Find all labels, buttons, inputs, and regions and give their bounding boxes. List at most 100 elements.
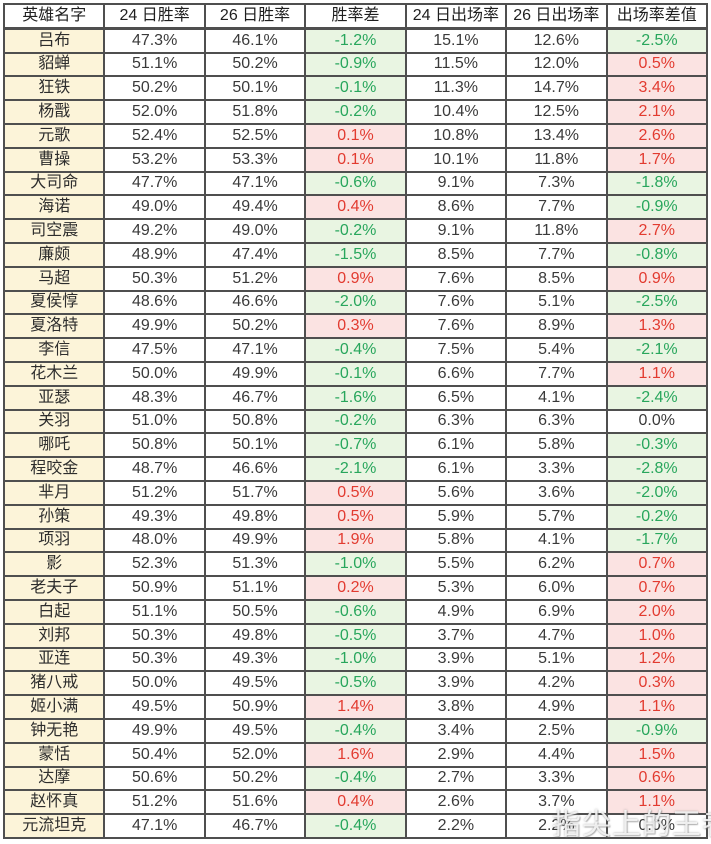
- hero-name-cell: 赵怀真: [2, 789, 106, 816]
- table-row: 司空震 49.2% 49.0% -0.2% 9.1% 11.8% 2.7%: [2, 218, 709, 244]
- winrate-24-cell: 48.9%: [103, 241, 206, 268]
- header-pickrate-diff: 出场率差值: [605, 2, 709, 30]
- winrate-26-cell: 47.1%: [203, 170, 307, 197]
- winrate-24-cell: 47.5%: [103, 337, 206, 363]
- header-winrate-24: 24 日胜率: [103, 2, 206, 30]
- pickrate-26-cell: 7.7%: [505, 241, 608, 268]
- winrate-26-cell: 51.1%: [203, 575, 307, 601]
- pickrate-26-cell: 2.5%: [505, 717, 608, 744]
- pickrate-26-cell: 6.3%: [505, 408, 608, 435]
- hero-name-cell: 程咬金: [2, 456, 106, 482]
- table-row: 影 52.3% 51.3% -1.0% 5.5% 6.2% 0.7%: [2, 551, 709, 578]
- winrate-26-cell: 47.1%: [203, 337, 307, 363]
- winrate-diff-cell: -0.2%: [304, 218, 407, 244]
- pickrate-26-cell: 11.8%: [505, 146, 608, 173]
- pickrate-26-cell: 2.2%: [505, 813, 608, 839]
- winrate-24-cell: 49.2%: [103, 218, 206, 244]
- winrate-diff-cell: -0.2%: [304, 99, 407, 125]
- pickrate-26-cell: 4.9%: [505, 694, 608, 720]
- winrate-24-cell: 53.2%: [103, 146, 206, 173]
- table-row: 姬小满 49.5% 50.9% 1.4% 3.8% 4.9% 1.1%: [2, 694, 709, 720]
- pickrate-diff-cell: 0.9%: [605, 265, 709, 292]
- pickrate-24-cell: 9.1%: [404, 218, 508, 244]
- pickrate-24-cell: 11.5%: [404, 51, 508, 78]
- pickrate-26-cell: 3.3%: [505, 765, 608, 792]
- pickrate-26-cell: 6.0%: [505, 575, 608, 601]
- winrate-26-cell: 52.0%: [203, 741, 307, 768]
- pickrate-24-cell: 6.1%: [404, 456, 508, 482]
- winrate-24-cell: 49.9%: [103, 717, 206, 744]
- winrate-diff-cell: 0.1%: [304, 146, 407, 173]
- winrate-24-cell: 51.0%: [103, 408, 206, 435]
- winrate-24-cell: 52.0%: [103, 99, 206, 125]
- pickrate-24-cell: 8.5%: [404, 241, 508, 268]
- hero-name-cell: 大司命: [2, 170, 106, 197]
- winrate-24-cell: 48.7%: [103, 456, 206, 482]
- winrate-26-cell: 51.3%: [203, 551, 307, 578]
- pickrate-diff-cell: 0.0%: [605, 408, 709, 435]
- pickrate-26-cell: 7.3%: [505, 170, 608, 197]
- hero-name-cell: 海诺: [2, 194, 106, 221]
- pickrate-24-cell: 8.6%: [404, 194, 508, 221]
- header-pickrate-26: 26 日出场率: [505, 2, 608, 30]
- winrate-24-cell: 50.8%: [103, 432, 206, 459]
- winrate-24-cell: 50.3%: [103, 622, 206, 649]
- pickrate-26-cell: 5.4%: [505, 337, 608, 363]
- winrate-26-cell: 49.9%: [203, 527, 307, 554]
- hero-name-cell: 项羽: [2, 527, 106, 554]
- pickrate-24-cell: 2.6%: [404, 789, 508, 816]
- table-row: 钟无艳 49.9% 49.5% -0.4% 3.4% 2.5% -0.9%: [2, 717, 709, 744]
- winrate-diff-cell: -0.6%: [304, 598, 407, 625]
- winrate-24-cell: 49.9%: [103, 313, 206, 340]
- winrate-26-cell: 49.5%: [203, 717, 307, 744]
- pickrate-26-cell: 4.2%: [505, 670, 608, 697]
- hero-name-cell: 亚瑟: [2, 384, 106, 411]
- winrate-diff-cell: -1.0%: [304, 646, 407, 673]
- hero-name-cell: 达摩: [2, 765, 106, 792]
- winrate-24-cell: 50.0%: [103, 360, 206, 387]
- table-row: 关羽 51.0% 50.8% -0.2% 6.3% 6.3% 0.0%: [2, 408, 709, 435]
- winrate-26-cell: 49.8%: [203, 622, 307, 649]
- pickrate-26-cell: 3.7%: [505, 789, 608, 816]
- winrate-diff-cell: 0.5%: [304, 503, 407, 530]
- pickrate-diff-cell: -2.8%: [605, 456, 709, 482]
- hero-name-cell: 李信: [2, 337, 106, 363]
- winrate-diff-cell: -0.5%: [304, 670, 407, 697]
- table-row: 马超 50.3% 51.2% 0.9% 7.6% 8.5% 0.9%: [2, 265, 709, 292]
- pickrate-24-cell: 3.4%: [404, 717, 508, 744]
- hero-name-cell: 白起: [2, 598, 106, 625]
- winrate-diff-cell: -1.2%: [304, 27, 407, 54]
- winrate-26-cell: 51.7%: [203, 479, 307, 506]
- pickrate-diff-cell: 1.5%: [605, 741, 709, 768]
- pickrate-24-cell: 5.5%: [404, 551, 508, 578]
- winrate-24-cell: 51.1%: [103, 598, 206, 625]
- header-hero-name: 英雄名字: [2, 2, 106, 30]
- pickrate-26-cell: 8.9%: [505, 313, 608, 340]
- winrate-26-cell: 49.8%: [203, 503, 307, 530]
- table-row: 吕布 47.3% 46.1% -1.2% 15.1% 12.6% -2.5%: [2, 27, 709, 54]
- pickrate-24-cell: 3.9%: [404, 670, 508, 697]
- hero-name-cell: 亚连: [2, 646, 106, 673]
- pickrate-24-cell: 9.1%: [404, 170, 508, 197]
- winrate-diff-cell: 1.9%: [304, 527, 407, 554]
- winrate-diff-cell: 0.1%: [304, 122, 407, 149]
- winrate-diff-cell: -0.6%: [304, 170, 407, 197]
- pickrate-26-cell: 12.0%: [505, 51, 608, 78]
- pickrate-26-cell: 5.1%: [505, 289, 608, 316]
- winrate-diff-cell: -0.4%: [304, 765, 407, 792]
- winrate-26-cell: 50.5%: [203, 598, 307, 625]
- winrate-26-cell: 50.2%: [203, 765, 307, 792]
- table-row: 夏洛特 49.9% 50.2% 0.3% 7.6% 8.9% 1.3%: [2, 313, 709, 340]
- winrate-24-cell: 51.2%: [103, 479, 206, 506]
- pickrate-26-cell: 6.2%: [505, 551, 608, 578]
- table-row: 孙策 49.3% 49.8% 0.5% 5.9% 5.7% -0.2%: [2, 503, 709, 530]
- winrate-diff-cell: -0.9%: [304, 51, 407, 78]
- pickrate-diff-cell: 1.3%: [605, 313, 709, 340]
- pickrate-diff-cell: 0.7%: [605, 575, 709, 601]
- pickrate-diff-cell: -2.1%: [605, 337, 709, 363]
- pickrate-diff-cell: 1.7%: [605, 146, 709, 173]
- pickrate-diff-cell: -0.8%: [605, 241, 709, 268]
- table-row: 猪八戒 50.0% 49.5% -0.5% 3.9% 4.2% 0.3%: [2, 670, 709, 697]
- pickrate-24-cell: 5.6%: [404, 479, 508, 506]
